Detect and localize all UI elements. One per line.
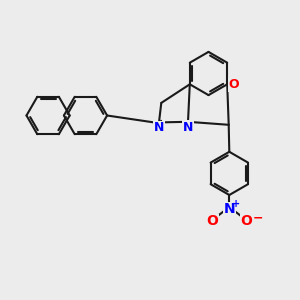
- Text: N: N: [183, 121, 193, 134]
- Text: O: O: [206, 214, 218, 228]
- Text: N: N: [224, 202, 235, 216]
- Text: O: O: [229, 78, 239, 92]
- Text: +: +: [232, 199, 240, 209]
- Text: O: O: [241, 214, 252, 228]
- Text: −: −: [252, 211, 263, 224]
- Text: N: N: [154, 121, 164, 134]
